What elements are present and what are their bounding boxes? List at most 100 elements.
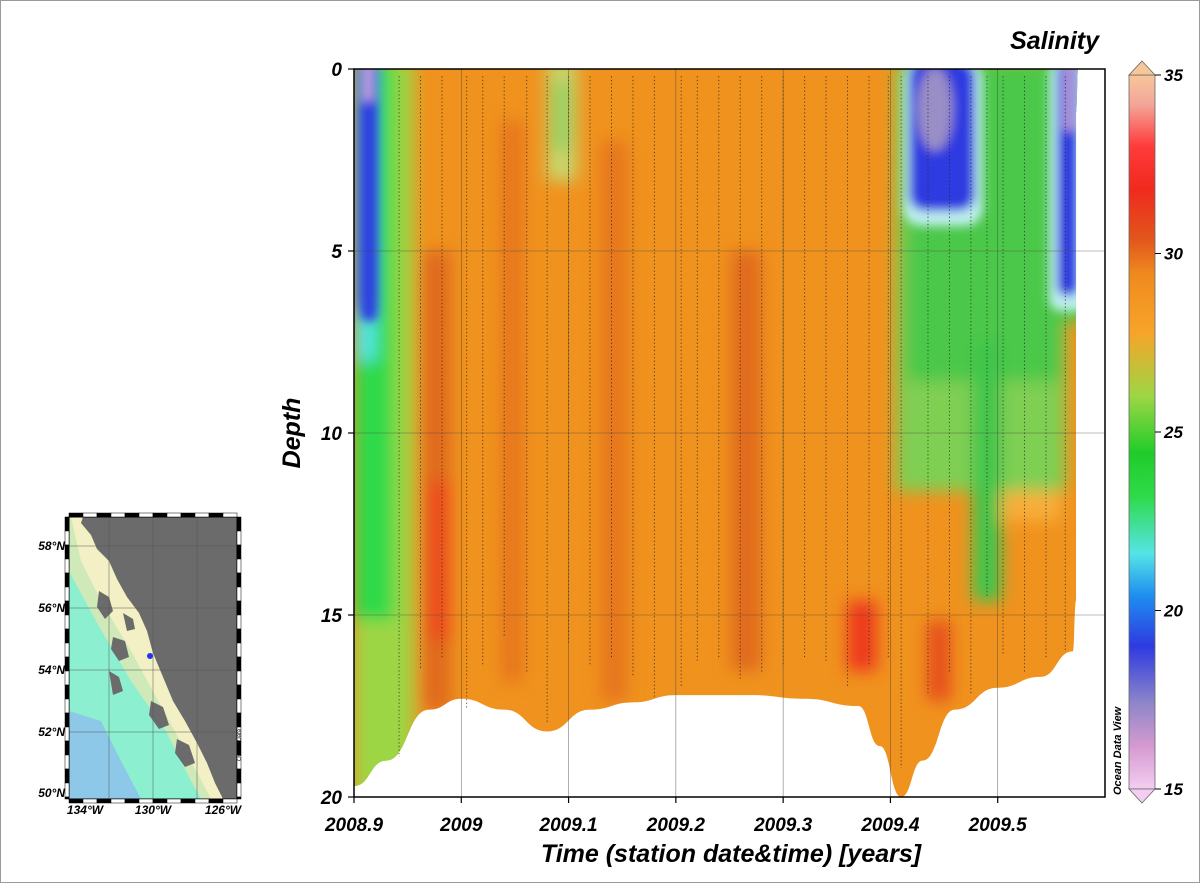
map-border-segment [64,782,70,798]
map-border-segment [236,656,242,672]
fresh-cores [361,69,1079,321]
map-checkered-border [64,512,242,804]
map-border-segment [68,512,84,518]
map-graticule [69,517,237,799]
map-lon-label: 126°W [205,803,243,817]
map-lon-label: 130°W [135,803,173,817]
ocean-data-view-watermark: Ocean Data View [1112,705,1124,795]
map-border-segment [236,768,242,784]
map-islands [97,591,195,767]
map-border-segment [138,512,154,518]
y-tick-label: 0 [331,60,342,81]
map-lat-label: 54°N [38,663,65,677]
salinity-blobs [354,69,1079,797]
map-border-segment [64,754,70,770]
map-border-segment [236,796,242,800]
map-border-segment [236,628,242,644]
map-border-segment [64,516,70,532]
map-lat-label: 58°N [38,539,65,553]
map-border-segment [64,656,70,672]
map-border-segment [64,586,70,602]
inset-map: 58°N 56°N 54°N 52°N 50°N 134°W 130°W 126… [38,512,243,817]
map-border-segment [64,670,70,686]
salinity-field [354,69,1079,797]
x-axis: 2008.9 2009 2009.1 2009.2 2009.3 2009.4 2009.5 [324,797,1027,836]
map-border-segment [236,516,242,532]
map-border-segment [194,512,210,518]
map-deep-ocean [69,711,141,799]
map-border-segment [180,512,196,518]
colorbar-min-cap [1128,788,1156,804]
colorbar-tick-label: 35 [1164,66,1183,85]
y-tick-label: 20 [320,788,343,809]
map-border-segment [236,782,242,798]
map-lat-label: 50°N [38,786,65,800]
map-lat-label: 52°N [38,725,65,739]
colorbar-tick-label: 20 [1163,602,1183,621]
map-border-segment [96,512,112,518]
map-lat-label: 56°N [38,601,65,615]
map-border-segment [166,512,182,518]
map-border-segment [124,512,140,518]
map-border-segment [64,684,70,700]
map-border-segment [64,712,70,728]
y-tick-label: 5 [331,242,342,263]
map-border-segment [236,544,242,560]
map-lon-label: 134°W [67,803,105,817]
x-tick-label: 2008.9 [324,815,384,836]
map-border-segment [236,572,242,588]
x-tick-label: 2009.1 [539,815,598,836]
map-border-segment [64,768,70,784]
map-border-segment [64,726,70,742]
map-border-segment [64,642,70,658]
map-border-segment [236,586,242,602]
map-border-segment [64,698,70,714]
map-border-segment [236,530,242,546]
colorbar-tick-label: 25 [1163,423,1183,442]
map-border-segment [110,798,126,804]
colorbar: 15 20 25 30 35 [1128,60,1183,804]
map-border-segment [152,512,168,518]
map-border-segment [236,614,242,630]
map-border-segment [222,512,238,518]
map-border-segment [208,512,224,518]
map-border-segment [64,530,70,546]
x-tick-label: 2009.5 [968,815,1028,836]
map-border-segment [236,600,242,616]
y-axis: 0 5 10 15 20 [320,60,354,809]
chart-title: Salinity [1010,27,1100,55]
x-tick-label: 2009 [439,815,483,836]
gridlines [354,69,1105,797]
map-border-segment [236,642,242,658]
map-border-segment [222,798,238,804]
y-axis-title: Depth [278,398,306,469]
x-tick-label: 2009.4 [860,815,920,836]
map-border-segment [64,544,70,560]
colorbar-ticks: 15 20 25 30 35 [1155,66,1183,799]
map-watermark: Ocean Data View [237,714,243,761]
map-border-segment [180,798,196,804]
x-tick-label: 2009.3 [753,815,813,836]
map-lon-labels: 134°W 130°W 126°W [67,803,243,817]
colorbar-gradient [1128,74,1156,790]
x-tick-label: 2009.2 [646,815,706,836]
map-border-segment [64,600,70,616]
map-border-segment [64,572,70,588]
map-lat-labels: 58°N 56°N 54°N 52°N 50°N [38,539,65,800]
map-station-marker [147,653,153,659]
x-axis-title: Time (station date&time) [years] [541,840,923,868]
map-border-segment [64,558,70,574]
map-border-segment [236,684,242,700]
map-border-segment [64,796,70,800]
map-border-segment [236,558,242,574]
colorbar-tick-label: 15 [1164,780,1183,799]
y-tick-label: 10 [321,424,343,445]
map-border-segment [82,512,98,518]
map-border-segment [64,740,70,756]
map-border-segment [64,628,70,644]
map-border-segment [110,512,126,518]
colorbar-max-cap [1128,60,1156,76]
map-border-segment [64,614,70,630]
